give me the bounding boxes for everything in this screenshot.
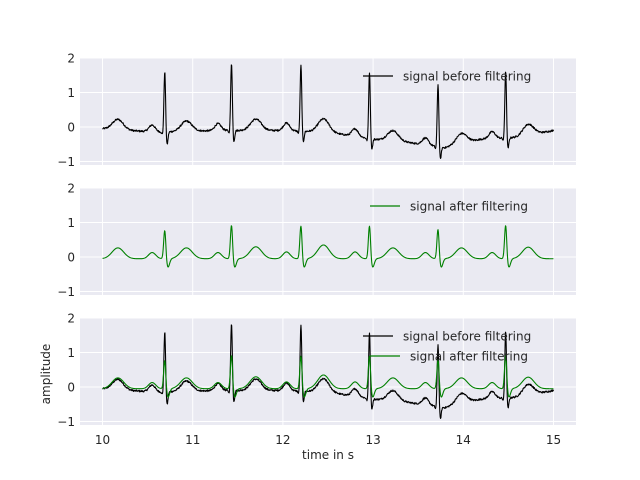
series-line-raw [102,64,554,159]
y-tick-label: 0 [67,381,75,395]
x-tick-label: 12 [275,433,290,447]
legend-label: signal before filtering [403,330,531,344]
y-axis-label: amplitude [39,344,53,405]
legend-label: signal after filtering [410,350,528,364]
x-tick-label: 13 [365,433,380,447]
y-tick-label: 2 [67,182,75,196]
y-tick-label: −1 [57,155,75,169]
y-tick-label: 1 [67,216,75,230]
subplot-2: −1 0 1 2 signal after filtering [57,182,576,299]
y-tick-label: 1 [67,346,75,360]
y-tick-label: 1 [67,86,75,100]
legend-label: signal before filtering [403,70,531,84]
legend: signal after filtering [370,200,528,214]
series-line-raw [102,324,554,419]
x-tick-label: 14 [456,433,471,447]
subplot-1: −1 0 1 2 signal before filtering [57,52,576,169]
x-tick-label: 10 [95,433,110,447]
y-tick-label: 0 [67,251,75,265]
series-line-filtered [102,225,554,268]
legend: signal before filtering signal after filt… [363,330,531,364]
y-tick-label: −1 [57,285,75,299]
axes-background [80,188,576,295]
y-tick-label: 2 [67,52,75,66]
y-tick-label: −1 [57,415,75,429]
axes-background [80,58,576,165]
y-tick-label: 2 [67,312,75,326]
x-tick-label: 15 [546,433,561,447]
series-line-filtered [102,355,554,398]
axes-background [80,318,576,425]
x-axis-label: time in s [302,448,354,462]
legend-label: signal after filtering [410,200,528,214]
y-tick-label: 0 [67,121,75,135]
x-tick-label: 11 [185,433,200,447]
legend: signal before filtering [363,70,531,84]
